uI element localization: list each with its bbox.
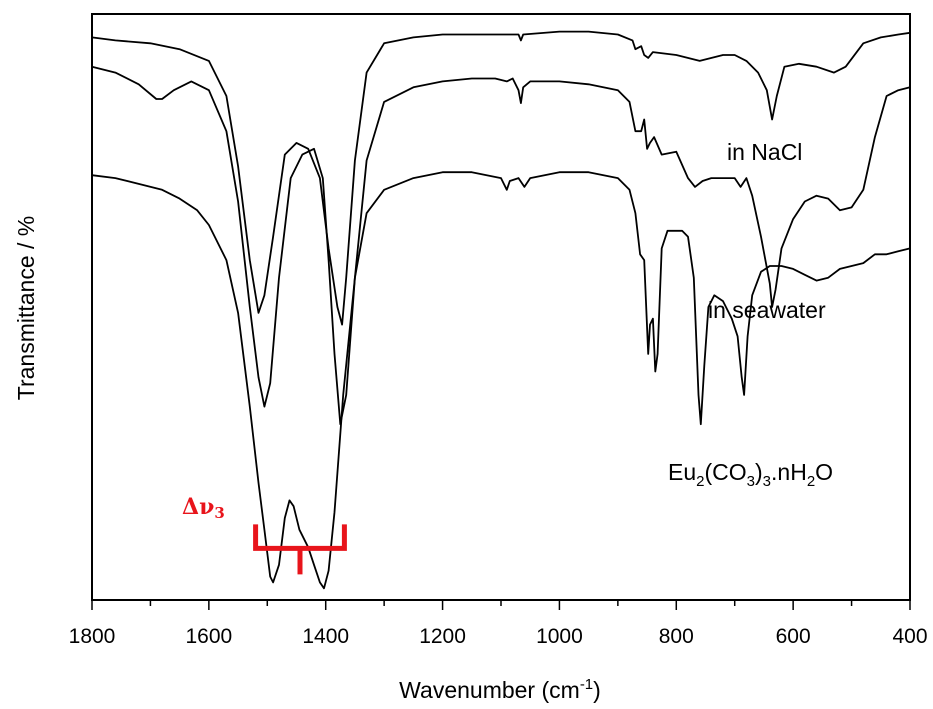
x-tick-label: 600 — [776, 625, 811, 648]
series-layer — [91, 30, 911, 590]
y-axis-title: Transmittance / % — [13, 216, 39, 400]
label-in-nacl: in NaCl — [727, 139, 802, 165]
label-eu-carbonate: Eu2(CO3)3.nH2O — [668, 459, 833, 490]
x-tick-label: 1400 — [302, 625, 349, 648]
label-in-seawater: in seawater — [708, 297, 826, 323]
delta-nu3-label: Δν3 — [182, 494, 225, 522]
series-line-3 — [91, 171, 911, 590]
series-line-2 — [91, 65, 911, 426]
delta-nu3-bracket — [253, 524, 347, 575]
x-tick-label: 1600 — [185, 625, 232, 648]
x-ticks — [91, 600, 911, 610]
x-tick-label: 1200 — [419, 625, 466, 648]
x-tick-label: 1800 — [69, 625, 116, 648]
x-tick-label: 800 — [659, 625, 694, 648]
x-tick-label: 1000 — [536, 625, 583, 648]
x-axis-title: Wavenumber (cm-1) — [399, 676, 601, 703]
x-tick-labels: 1800 1600 1400 1200 1000 800 600 400 — [69, 625, 928, 648]
x-tick-label: 400 — [892, 625, 927, 648]
series-line-1 — [91, 30, 911, 326]
